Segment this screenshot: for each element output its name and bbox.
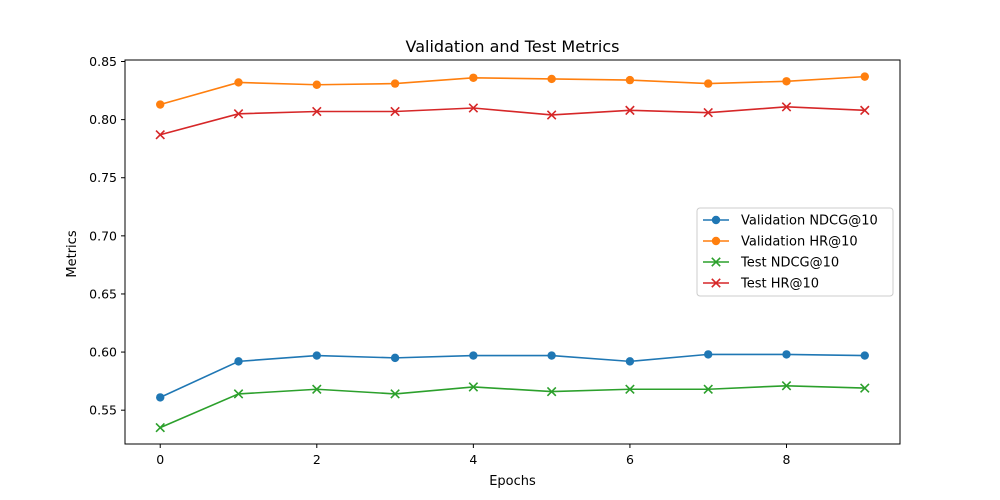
data-point — [390, 389, 400, 399]
y-axis-title: Metrics — [65, 230, 80, 277]
plot-area: 0 2 4 6 8 0.55 0.60 0.65 0.70 0.75 0.80 0.85 — [89, 54, 901, 467]
data-point — [625, 357, 635, 366]
data-point — [781, 381, 792, 391]
data-point — [468, 382, 479, 392]
data-point — [625, 105, 635, 116]
data-point — [390, 353, 400, 363]
legend-label: Validation HR@10 — [741, 235, 858, 250]
y-tick-label: 0.60 — [89, 345, 117, 360]
legend-swatch-marker — [711, 236, 721, 246]
data-point — [703, 384, 713, 395]
legend-swatch-marker — [711, 278, 721, 288]
legend-label: Test NDCG@10 — [740, 256, 839, 271]
data-point — [860, 105, 870, 116]
data-point — [469, 73, 478, 82]
legend: Validation NDCG@10 Validation HR@10 Test N… — [696, 207, 894, 297]
data-point — [781, 102, 792, 112]
legend-item: Test HR@10 — [703, 277, 819, 292]
x-tick-label: 8 — [783, 452, 791, 467]
data-point — [546, 110, 557, 120]
y-tick-label: 0.65 — [89, 286, 117, 301]
x-tick-label: 6 — [626, 452, 634, 467]
data-point — [468, 103, 479, 113]
series-line — [159, 353, 865, 399]
series-2 — [156, 72, 869, 109]
x-tick-label: 4 — [469, 452, 477, 467]
data-point — [155, 422, 165, 433]
data-point — [782, 350, 791, 359]
data-point — [547, 351, 556, 360]
data-point — [312, 351, 321, 360]
legend-box — [696, 207, 894, 297]
legend-item: Test NDCG@10 — [703, 256, 839, 271]
data-point — [312, 384, 322, 395]
data-point — [233, 389, 244, 399]
data-point — [860, 72, 869, 81]
data-point — [390, 106, 400, 117]
data-point — [234, 78, 243, 87]
series-1 — [156, 350, 869, 402]
legend-item: Validation HR@10 — [703, 235, 858, 250]
series-line — [160, 106, 865, 136]
data-point — [546, 386, 557, 397]
y-tick-label: 0.85 — [89, 54, 117, 69]
data-point — [782, 77, 791, 86]
data-point — [625, 384, 635, 395]
series-4 — [155, 102, 870, 140]
data-point — [234, 357, 243, 366]
data-point — [156, 100, 165, 109]
plot-frame — [124, 59, 901, 445]
data-point — [390, 79, 400, 88]
x-axis-title: Epochs — [489, 474, 536, 489]
data-point — [860, 351, 869, 360]
data-point — [703, 107, 713, 118]
legend-label: Validation NDCG@10 — [741, 214, 878, 229]
legend-label: Test HR@10 — [740, 277, 819, 292]
data-point — [156, 393, 165, 402]
data-point — [547, 74, 556, 84]
y-tick-label: 0.75 — [89, 170, 117, 185]
data-point — [155, 129, 165, 140]
data-point — [704, 350, 713, 359]
data-point — [469, 351, 478, 360]
chart-title: Validation and Test Metrics — [406, 37, 620, 56]
y-tick-label: 0.55 — [89, 403, 117, 418]
legend-item: Validation NDCG@10 — [703, 214, 878, 229]
legend-swatch-marker — [711, 257, 721, 267]
y-tick-label: 0.70 — [89, 228, 117, 243]
y-tick-label: 0.80 — [89, 112, 117, 127]
data-point — [233, 109, 244, 119]
data-point — [625, 75, 635, 85]
series-line — [159, 384, 865, 429]
series-line — [160, 75, 865, 106]
data-point — [704, 79, 713, 88]
data-point — [860, 383, 870, 393]
data-point — [312, 106, 322, 117]
x-tick-label: 2 — [313, 452, 321, 467]
series-3 — [155, 381, 870, 433]
x-tick-label: 0 — [156, 452, 164, 467]
legend-swatch-marker — [711, 215, 721, 225]
data-point — [312, 80, 321, 89]
